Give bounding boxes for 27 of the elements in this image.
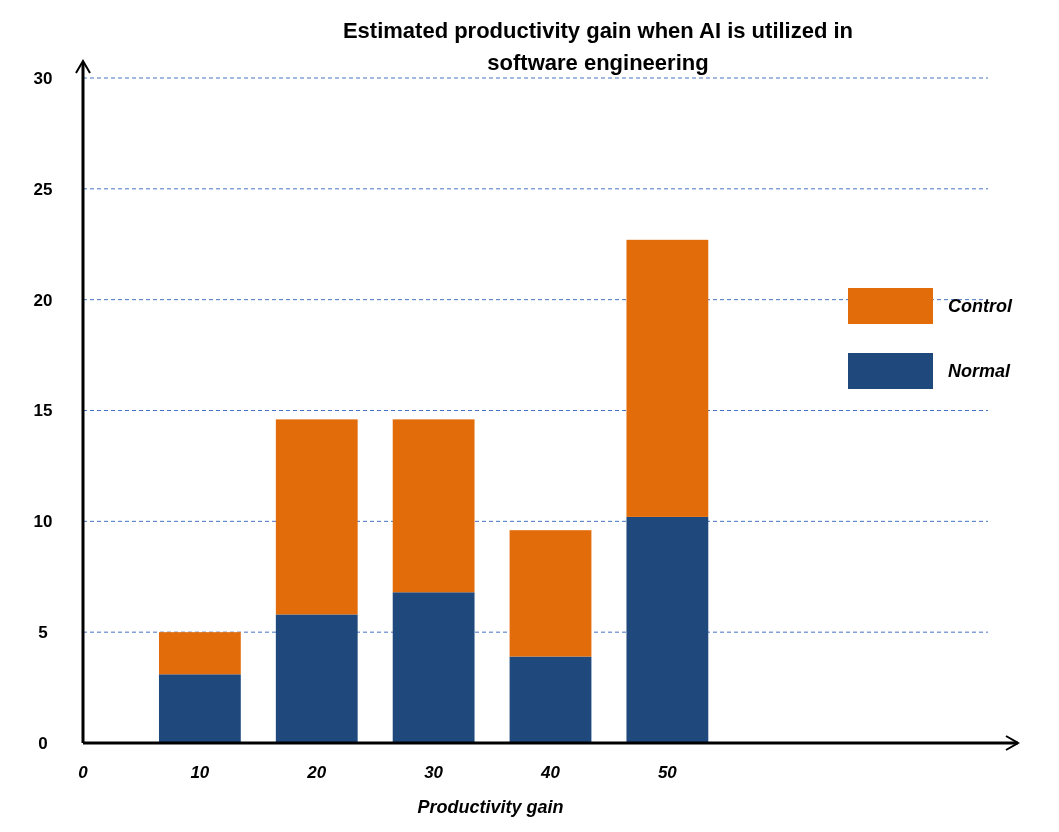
x-tick-label: 50 (657, 763, 678, 782)
y-tick-label: 15 (33, 401, 53, 421)
bar (275, 419, 358, 615)
y-tick-label: 5 (38, 623, 48, 643)
bar (626, 239, 709, 517)
y-tick-label: 20 (33, 290, 53, 310)
bar (509, 530, 592, 657)
y-tick-label: 30 (33, 68, 53, 88)
bar (392, 419, 475, 593)
x-tick-label: 10 (190, 763, 210, 782)
y-tick-label: 25 (33, 179, 53, 199)
y-tick-label: 10 (33, 512, 53, 532)
bar (275, 614, 358, 743)
bar (392, 592, 475, 743)
legend-label: Control (948, 296, 1013, 317)
bar (626, 516, 709, 743)
bar (158, 674, 241, 743)
x-tick-label: 0 (78, 763, 89, 782)
x-tick-label: 20 (306, 763, 327, 782)
legend-label: Normal (948, 361, 1012, 382)
x-tick-label: 30 (424, 763, 444, 782)
x-tick-label: 40 (540, 763, 561, 782)
bar (509, 656, 592, 743)
bar (158, 632, 241, 675)
chart-title: Estimated productivity gain when AI is utilized in software engineering (342, 18, 854, 75)
y-tick-label: 0 (38, 733, 48, 753)
x-axis-title: Productivity gain (417, 797, 564, 817)
